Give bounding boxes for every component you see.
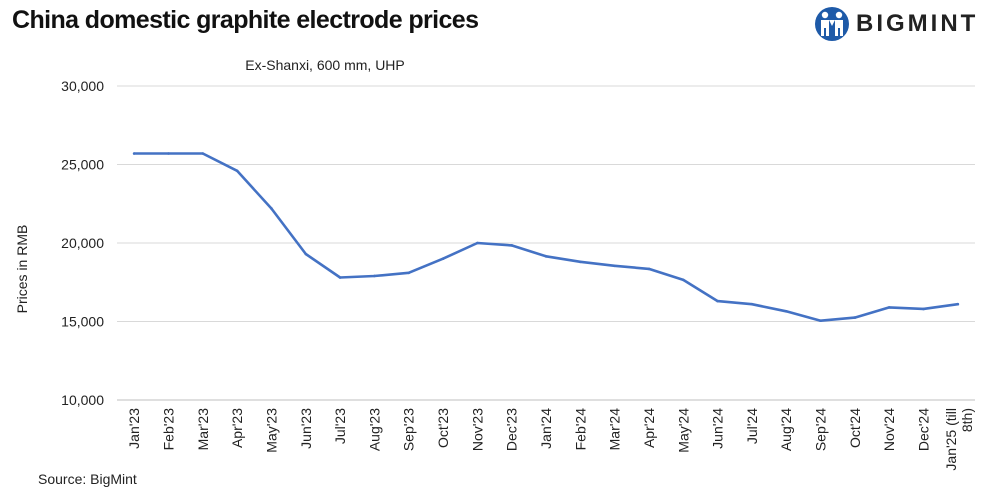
- x-tick-label: Oct'23: [435, 408, 451, 448]
- data-point: [167, 152, 170, 155]
- data-point: [201, 152, 205, 155]
- x-tick-label-text: Jul'24: [744, 408, 760, 444]
- x-tick-label: Mar'24: [607, 408, 623, 451]
- x-tick-label-line: 8th): [959, 408, 975, 432]
- x-tick-label: Oct'24: [847, 408, 863, 448]
- x-tick-label: Jun'24: [710, 408, 726, 449]
- x-tick-label: Nov'24: [881, 408, 897, 451]
- series-line: [132, 152, 960, 323]
- x-tick-label: Dec'24: [916, 408, 932, 451]
- x-tick-label: Jan'24: [538, 408, 554, 449]
- data-point: [235, 169, 239, 173]
- series-layer: [132, 152, 960, 323]
- y-tick-label: 30,000: [61, 78, 104, 94]
- x-tick-label: Jul'23: [332, 408, 348, 444]
- x-tick-label-text: Nov'23: [469, 408, 485, 451]
- x-tick-label: Nov'23: [469, 408, 485, 451]
- page-title: China domestic graphite electrode prices: [12, 6, 479, 34]
- y-axis-title: Prices in RMB: [14, 225, 30, 314]
- data-point: [132, 152, 136, 155]
- x-tick-label: Apr'24: [641, 408, 657, 448]
- x-tick-label-text: Apr'24: [641, 408, 657, 448]
- x-tick-label: Dec'23: [504, 408, 520, 451]
- x-tick-label-text: Mar'23: [195, 408, 211, 451]
- x-tick-label: May'24: [675, 408, 691, 453]
- logo-text: BIGMINT: [856, 10, 979, 37]
- x-tick-label-text: Jan'24: [538, 408, 554, 449]
- x-tick-label-text: Sep'24: [813, 408, 829, 451]
- x-tick-label: Sep'24: [813, 408, 829, 451]
- x-tick-label: Mar'23: [195, 408, 211, 451]
- data-point: [784, 309, 788, 313]
- gridlines: [117, 85, 975, 401]
- bigmint-logo-icon: [815, 7, 849, 41]
- data-point: [887, 306, 891, 309]
- y-tick-label: 15,000: [61, 314, 104, 330]
- y-axis-ticks: 10,000 15,000 20,000 25,000 30,000: [61, 78, 104, 408]
- x-tick-label-text: Jul'23: [332, 408, 348, 444]
- data-point: [304, 252, 308, 256]
- y-tick-label: 25,000: [61, 157, 104, 173]
- x-tick-label-text: Jun'24: [710, 408, 726, 449]
- x-axis-ticks: Jan'23 Feb'23 Mar'23 Apr'23 May'23 Jun'23 Jul'…: [126, 408, 975, 471]
- x-tick-label-text: Mar'24: [607, 408, 623, 451]
- chart-subtitle: Ex-Shanxi, 600 mm, UHP: [245, 57, 405, 73]
- x-tick-label: Sep'23: [401, 408, 417, 451]
- x-tick-label-text: Dec'23: [504, 408, 520, 451]
- data-point: [716, 299, 719, 303]
- x-tick-label-text: Jun'23: [298, 408, 314, 449]
- x-tick-label: Jan'23: [126, 408, 142, 449]
- x-tick-label-text: Sep'23: [401, 408, 417, 451]
- data-point: [476, 241, 479, 245]
- x-tick-label: Jan'25 (till 8th): [943, 408, 975, 471]
- x-tick-label-text: Apr'23: [229, 408, 245, 448]
- source-note: Source: BigMint: [38, 471, 137, 487]
- x-tick-label: Feb'24: [572, 408, 588, 451]
- x-tick-label: Jul'24: [744, 408, 760, 444]
- bigmint-logo: BIGMINT: [814, 6, 978, 42]
- data-point: [819, 319, 822, 323]
- data-point: [853, 316, 857, 319]
- data-point: [441, 257, 445, 261]
- x-tick-label: Jun'23: [298, 408, 314, 449]
- x-tick-label: Aug'23: [366, 408, 382, 451]
- x-tick-label-text: Jan'23: [126, 408, 142, 449]
- x-tick-label-line: Jan'25 (till: [943, 408, 959, 471]
- x-tick-label: Feb'23: [160, 408, 176, 451]
- data-point: [922, 307, 925, 311]
- x-tick-label-text: Oct'23: [435, 408, 451, 448]
- x-tick-label-text: Oct'24: [847, 408, 863, 448]
- y-tick-label: 10,000: [61, 392, 104, 408]
- data-point: [270, 207, 273, 210]
- x-tick-label: May'23: [263, 408, 279, 453]
- x-tick-label-text: Nov'24: [881, 408, 897, 451]
- data-point: [681, 278, 685, 282]
- x-tick-label-text: May'24: [675, 408, 691, 453]
- data-point: [338, 276, 342, 279]
- x-tick-label: Aug'24: [778, 408, 794, 451]
- data-point: [750, 302, 754, 306]
- y-tick-label: 20,000: [61, 235, 104, 251]
- x-tick-label-text: Feb'23: [160, 408, 176, 451]
- x-tick-label-text: Aug'23: [366, 408, 382, 451]
- x-tick-label-text: Feb'24: [572, 408, 588, 451]
- x-tick-label-text: May'23: [263, 408, 279, 453]
- x-tick-label-text: Dec'24: [916, 408, 932, 451]
- data-point: [647, 267, 651, 271]
- data-point: [373, 274, 376, 278]
- data-point: [510, 244, 513, 247]
- data-point: [613, 264, 616, 268]
- x-tick-label-text: Aug'24: [778, 408, 794, 451]
- x-tick-label: Apr'23: [229, 408, 245, 448]
- data-point: [544, 255, 548, 258]
- data-point: [956, 302, 960, 306]
- data-point: [579, 260, 582, 264]
- data-point: [407, 271, 411, 275]
